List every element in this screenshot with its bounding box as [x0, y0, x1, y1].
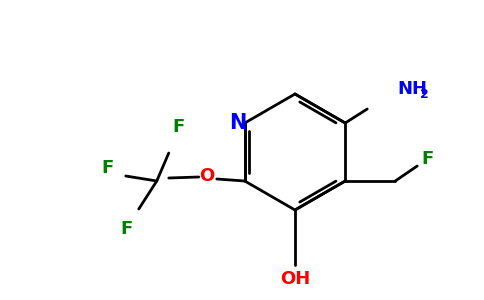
Text: OH: OH [280, 270, 310, 288]
Text: NH: NH [397, 80, 427, 98]
Text: N: N [229, 113, 246, 133]
Text: O: O [199, 167, 214, 185]
Text: 2: 2 [420, 88, 429, 100]
Text: F: F [121, 220, 133, 238]
Text: F: F [173, 118, 185, 136]
Text: F: F [421, 150, 433, 168]
Text: F: F [102, 159, 114, 177]
